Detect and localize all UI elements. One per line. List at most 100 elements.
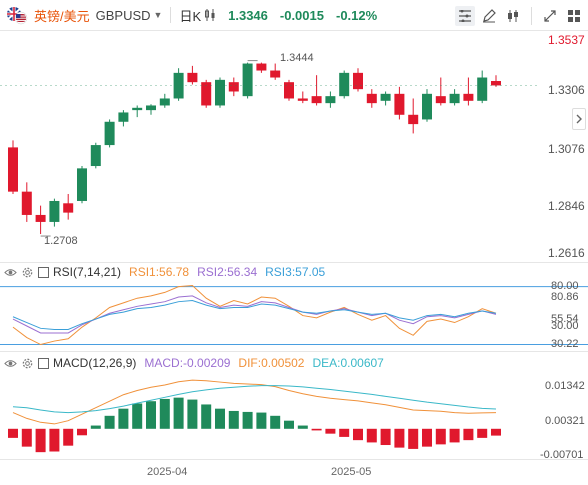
axis-labels: 1.3537 1.3306 1.3076 1.2846 1.2616 80.00… [44, 33, 585, 478]
symbol-name[interactable]: 英镑/美元 [34, 8, 90, 24]
candle-body [146, 105, 156, 111]
price-pane [0, 60, 540, 237]
pencil-icon [483, 9, 496, 23]
macd-histogram-bar [35, 428, 46, 453]
checkbox-icon[interactable] [38, 266, 49, 278]
rsi-line-2 [12, 295, 497, 334]
candle-body [311, 96, 322, 104]
macd-histogram-bar [311, 428, 322, 431]
rsi-tick: 30.00 [551, 320, 579, 332]
rsi-label: RSI(7,14,21) RSI1:56.78 RSI2:56.34 RSI3:… [4, 265, 325, 279]
macd-histogram-bar [463, 428, 474, 441]
price-tick: 1.3306 [548, 83, 585, 97]
macd-histogram-bar [435, 428, 446, 445]
settings-icon[interactable] [21, 266, 34, 279]
chart-settings-button[interactable] [455, 6, 475, 26]
macd-title: MACD(12,26,9) [53, 356, 137, 370]
macd-histogram-bar [339, 428, 350, 437]
macd-histogram-bar [284, 420, 294, 429]
macd-histogram-bar [63, 428, 74, 446]
candle-body [325, 96, 336, 104]
macd-histogram-bar [477, 428, 488, 438]
dea-value: DEA:0.00607 [312, 356, 384, 370]
layout-button[interactable] [564, 6, 584, 26]
candle-body [63, 203, 74, 213]
symbol-code[interactable]: GBPUSD [95, 7, 151, 23]
time-tick: 2025-05 [331, 466, 371, 478]
rsi3-value: RSI3:57.05 [265, 265, 326, 279]
macd-histogram-bar [187, 399, 198, 429]
candle-body [435, 96, 446, 104]
low-annotation: 1.2708 [44, 235, 78, 247]
macd-histogram-bar [449, 428, 460, 443]
candle-body [270, 70, 281, 78]
draw-button[interactable] [479, 6, 499, 26]
candle-body [77, 168, 87, 201]
candlestick-icon [508, 10, 518, 22]
macd-histogram-bar [118, 408, 129, 429]
candle-body [339, 72, 350, 97]
period-selector[interactable]: 日K [179, 6, 216, 25]
toolbar [455, 6, 584, 26]
dif-value: DIF:0.00502 [238, 356, 305, 370]
macd-histogram-bar [159, 398, 170, 429]
macd-histogram-bar [325, 428, 336, 434]
candle-body [132, 107, 143, 111]
macd-histogram-bar [242, 411, 253, 429]
candle-body [90, 145, 101, 167]
price-tick: 1.2616 [548, 246, 585, 260]
candle-body [449, 93, 460, 104]
candle-body [49, 200, 60, 222]
rsi-pane [0, 284, 588, 346]
symbol-dropdown-icon[interactable]: ▼ [153, 10, 163, 20]
macd-histogram-bar [49, 428, 60, 452]
candle-body [491, 81, 501, 86]
macd-histogram-bar [215, 408, 225, 429]
macd-histogram-bar [270, 415, 281, 429]
candle-body [408, 114, 419, 125]
high-annotation: 1.3444 [280, 52, 314, 64]
candle-body [201, 82, 212, 106]
macd-value: MACD:-0.00209 [144, 356, 231, 370]
fullscreen-icon [544, 10, 556, 22]
candle-body [173, 72, 184, 99]
eye-icon[interactable] [4, 266, 17, 279]
header-divider [170, 7, 172, 23]
fullscreen-button[interactable] [540, 6, 560, 26]
eye-icon[interactable] [4, 357, 17, 370]
price-change: -0.0015 [279, 7, 324, 23]
candle-body [394, 93, 405, 115]
checkbox-icon[interactable] [38, 357, 49, 369]
candle-body [118, 112, 129, 122]
rsi-tick: 55.54 [551, 313, 579, 325]
macd-histogram-bar [201, 404, 212, 429]
macd-histogram-bar [353, 428, 363, 441]
rsi2-value: RSI2:56.34 [197, 265, 258, 279]
chart-scroll-right-button[interactable] [572, 108, 586, 130]
macd-histogram-bar [491, 428, 501, 436]
macd-histogram-bar [422, 428, 432, 447]
macd-histogram-bar [173, 397, 184, 429]
candle-body [463, 93, 474, 101]
dif-line [12, 379, 497, 425]
rsi-line-3 [12, 300, 497, 330]
rsi-tick: 30.22 [551, 338, 579, 350]
chart-type-button[interactable] [503, 6, 523, 26]
macd-tick: 0.00321 [545, 415, 585, 427]
candle-body [477, 77, 488, 101]
macd-histogram-bar [228, 410, 239, 429]
macd-histogram-bar [146, 401, 156, 429]
candle-body [35, 214, 46, 222]
rsi1-value: RSI1:56.78 [129, 265, 190, 279]
candle-body [215, 79, 225, 106]
macd-histogram-bar [132, 403, 143, 429]
macd-tick: 0.01342 [545, 380, 585, 392]
macd-label: MACD(12,26,9) MACD:-0.00209 DIF:0.00502 … [4, 356, 384, 370]
candle-body [159, 98, 170, 106]
candle-body [366, 93, 377, 104]
settings-icon[interactable] [21, 357, 34, 370]
macd-histogram-bar [297, 425, 308, 429]
macd-pane [8, 379, 501, 453]
candle-body [256, 63, 267, 71]
